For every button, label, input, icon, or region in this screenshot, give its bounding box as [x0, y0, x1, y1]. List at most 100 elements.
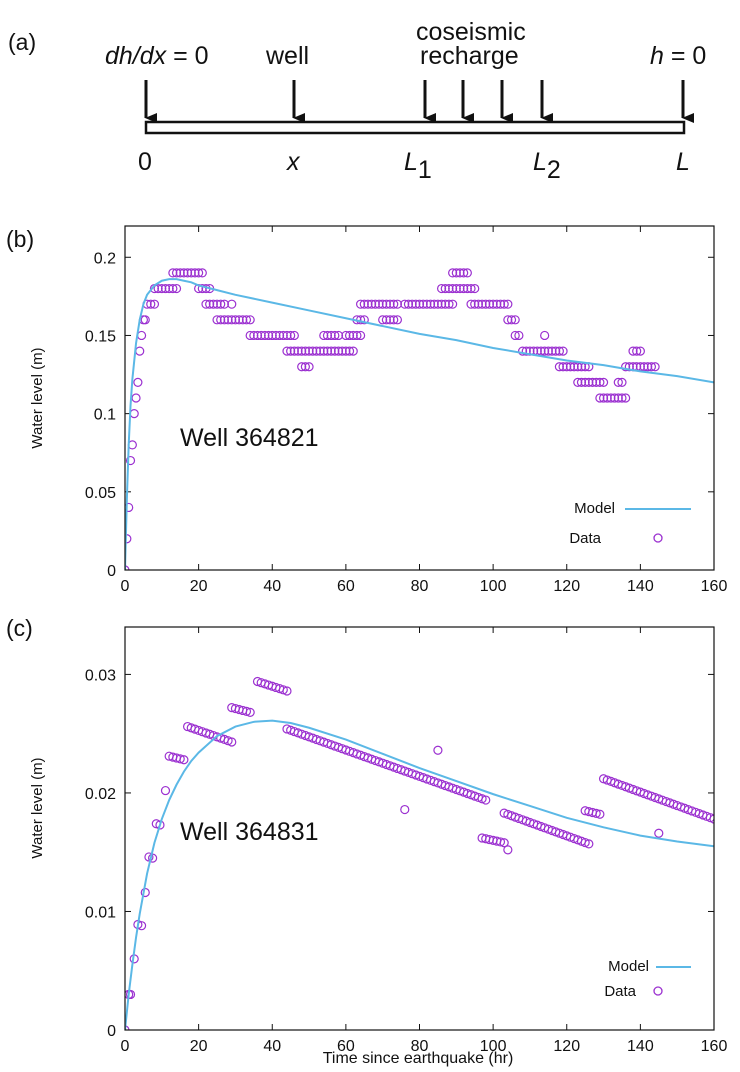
y-tick-label: 0.05 [85, 485, 116, 502]
data-point [300, 362, 310, 372]
data-point [484, 299, 495, 309]
data-point [606, 393, 616, 403]
data-point [286, 330, 296, 341]
data-point [425, 299, 436, 309]
plot-frame-c [124, 626, 715, 1031]
data-point [654, 828, 664, 838]
data-point [260, 330, 270, 341]
plot-area-c [125, 676, 714, 1030]
data-point [617, 377, 627, 387]
data-point [155, 820, 165, 830]
data-point [459, 283, 469, 294]
data-point [267, 330, 277, 341]
data-point [282, 686, 292, 696]
x-tick-label: 120 [553, 1038, 580, 1055]
data-point [304, 362, 314, 372]
data-point [315, 346, 325, 356]
data-point [157, 283, 167, 294]
data-point [433, 299, 443, 309]
data-point [348, 330, 358, 341]
data-point [300, 346, 310, 356]
data-point [411, 299, 421, 309]
schematic-panel: (a) dh/dx = 0 well coseismic recharge h … [8, 18, 706, 184]
position-label-L2-main: L [533, 148, 547, 176]
data-point [595, 393, 605, 403]
data-point [543, 346, 553, 356]
data-point [514, 330, 524, 341]
data-point [252, 330, 263, 341]
legend-c: Model Data [604, 958, 691, 1000]
data-point [175, 268, 185, 278]
data-point [400, 804, 410, 815]
data-point [562, 362, 572, 372]
x-tick-label: 40 [263, 578, 281, 595]
data-point [219, 315, 229, 325]
data-point [378, 299, 388, 309]
data-point [436, 299, 447, 309]
data-point [455, 268, 465, 278]
panel-a-tag: (a) [8, 29, 36, 55]
data-point [477, 299, 487, 309]
data-point [591, 377, 601, 387]
data-point [333, 330, 344, 341]
x-tick-label: 0 [121, 1038, 130, 1055]
data-point [584, 839, 594, 849]
x-tick-label: 20 [190, 1038, 208, 1055]
y-axis-label-b: Water level (m) [29, 347, 46, 448]
data-point [635, 346, 645, 356]
data-point [271, 330, 281, 341]
data-point [521, 346, 531, 356]
data-point [286, 346, 296, 356]
data-series [125, 268, 660, 570]
panel-b-tag: (b) [6, 226, 34, 252]
data-point [569, 362, 579, 372]
y-tick-label: 0.02 [85, 786, 116, 803]
y-axis-label-c: Water level (m) [29, 757, 46, 858]
chart-panel-b: (b) Water level (m) 0 20 40 60 80 100 120 140 16… [6, 225, 727, 595]
data-point [473, 299, 483, 309]
data-point [573, 377, 583, 387]
data-point [374, 299, 384, 309]
data-point [337, 346, 347, 356]
data-point [598, 377, 609, 387]
x-tick-label: 0 [121, 578, 130, 595]
data-point [293, 346, 303, 356]
data-point [359, 299, 369, 309]
data-point [558, 346, 568, 356]
data-point [444, 283, 454, 294]
data-point [289, 330, 299, 341]
data-point [643, 362, 653, 372]
x-tick-label: 100 [480, 578, 507, 595]
data-point [598, 393, 609, 403]
x-tick-label: 140 [627, 578, 654, 595]
data-point [459, 268, 469, 278]
data-point [506, 315, 517, 325]
data-point [451, 268, 461, 278]
data-point [149, 299, 160, 309]
data-point [227, 737, 237, 747]
data-point [481, 299, 491, 309]
data-point [125, 989, 136, 1000]
x-tick-label: 140 [627, 1038, 654, 1055]
legend-model-label-b: Model [574, 500, 615, 517]
x-tick-label: 120 [553, 578, 580, 595]
legend-b: Model Data [569, 500, 691, 547]
data-point [510, 330, 520, 341]
data-point [595, 377, 605, 387]
data-point [639, 362, 649, 372]
data-point [352, 330, 362, 341]
well-annotation-c: Well 364831 [180, 818, 319, 846]
data-point [171, 283, 182, 294]
arrow-label-right-symbol: h [650, 42, 664, 70]
data-point [610, 393, 620, 403]
data-point [348, 346, 358, 356]
x-tick-label: 100 [480, 1038, 507, 1055]
x-tick-label: 20 [190, 578, 208, 595]
data-point [359, 315, 369, 325]
position-label-origin: 0 [138, 148, 152, 176]
data-point [135, 346, 145, 356]
data-point [613, 377, 623, 387]
data-point [297, 362, 307, 372]
data-point [311, 346, 322, 356]
data-point [241, 315, 252, 325]
